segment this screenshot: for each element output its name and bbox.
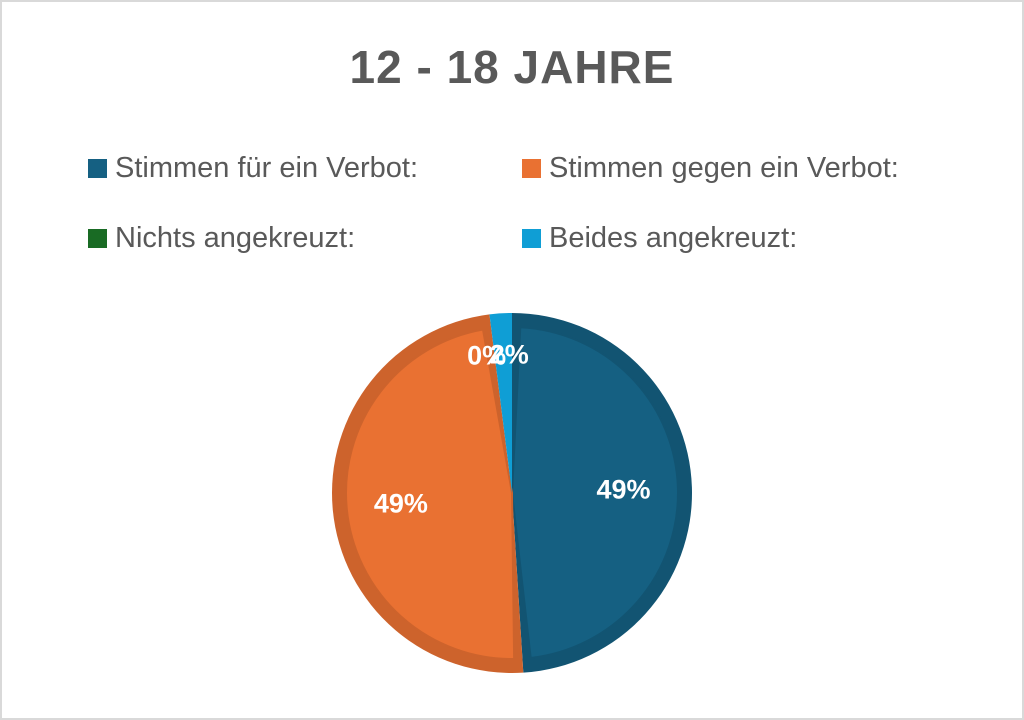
legend-label-none: Nichts angekreuzt:: [115, 222, 356, 254]
legend-swatch-against: [522, 159, 541, 178]
pie-slice-both: [489, 313, 512, 493]
legend-item-against: Stimmen gegen ein Verbot:: [522, 152, 899, 185]
data-label-none: 0%: [467, 340, 506, 370]
data-label-both: 2%: [490, 340, 529, 370]
data-label-against: 49%: [374, 489, 428, 519]
chart-title: 12 - 18 JAHRE: [349, 41, 675, 93]
legend-item-for: Stimmen für ein Verbot:: [88, 152, 418, 185]
legend-swatch-for: [88, 159, 107, 178]
legend-item-both: Beides angekreuzt:: [522, 222, 797, 255]
legend-label-against: Stimmen gegen ein Verbot:: [549, 152, 899, 184]
legend-swatch-none: [88, 229, 107, 248]
legend-swatch-both: [522, 229, 541, 248]
data-label-for: 49%: [597, 474, 651, 504]
legend-item-none: Nichts angekreuzt:: [88, 222, 355, 255]
legend-label-for: Stimmen für ein Verbot:: [115, 152, 419, 184]
pie-slice-bevel-for: [510, 326, 679, 660]
legend-label-both: Beides angekreuzt:: [549, 222, 798, 254]
pie-slice-bevel-against: [345, 328, 516, 660]
